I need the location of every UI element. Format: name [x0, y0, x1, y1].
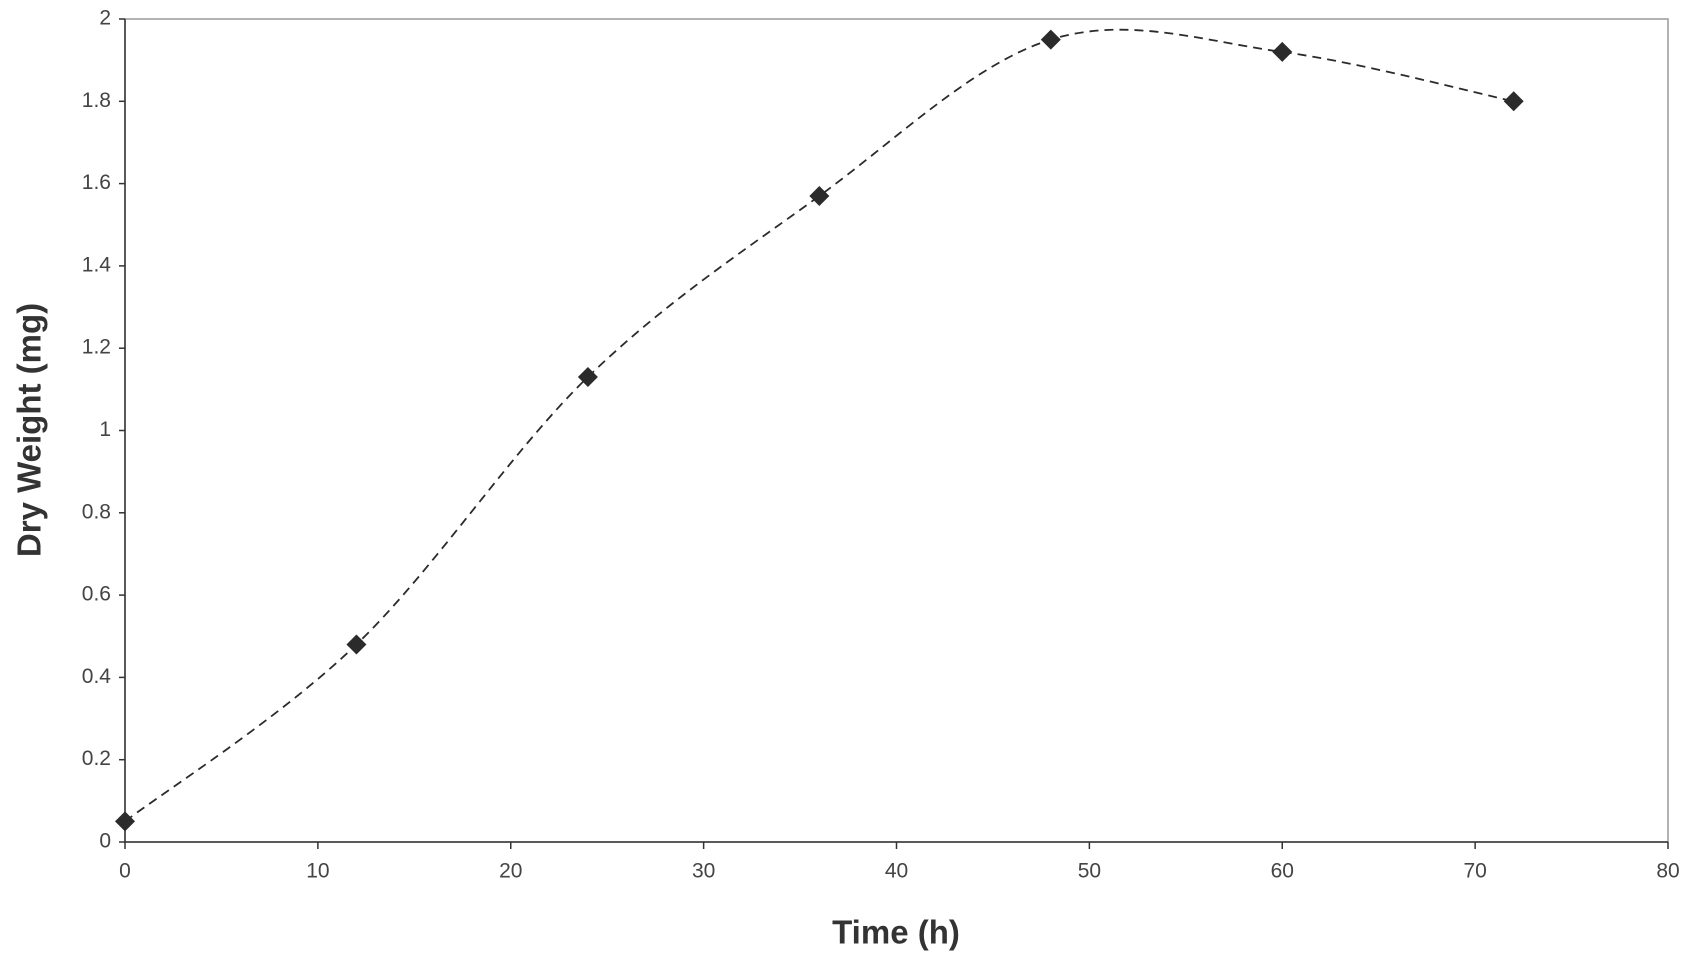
y-tick-label: 1.2: [82, 336, 111, 359]
x-tick-label: 10: [306, 860, 329, 883]
plot-area: [125, 19, 1668, 842]
data-point: [115, 811, 135, 831]
x-tick-label: 20: [499, 860, 522, 883]
x-tick-label: 80: [1656, 860, 1679, 883]
data-point: [1041, 30, 1061, 50]
y-tick-label: 0.8: [82, 500, 111, 523]
y-tick-label: 0.2: [82, 747, 111, 770]
x-tick-label: 50: [1078, 860, 1101, 883]
y-axis-title: Dry Weight (mg): [11, 303, 48, 557]
x-tick-label: 30: [692, 860, 715, 883]
data-point: [809, 186, 829, 206]
y-tick-label: 2: [99, 7, 111, 30]
y-tick-label: 1.4: [82, 253, 112, 276]
x-tick-label: 40: [885, 860, 908, 883]
y-tick-label: 0: [99, 830, 111, 853]
x-axis-title: Time (h): [832, 914, 960, 951]
data-point: [1272, 42, 1292, 62]
data-point: [1504, 91, 1524, 111]
chart: Time (h) Dry Weight (mg) 0 0.2 0.4 0.6 0.8 1 1…: [0, 0, 1690, 959]
x-tick-label: 70: [1463, 860, 1486, 883]
y-tick-label: 1.6: [82, 171, 111, 194]
y-tick-label: 0.6: [82, 583, 111, 606]
y-tick-label: 0.4: [82, 665, 112, 688]
y-tick-label: 1: [99, 418, 111, 441]
y-tick-label: 1.8: [82, 89, 111, 112]
x-tick-label: 0: [119, 860, 131, 883]
data-line: [125, 30, 1514, 822]
x-tick-label: 60: [1271, 860, 1294, 883]
